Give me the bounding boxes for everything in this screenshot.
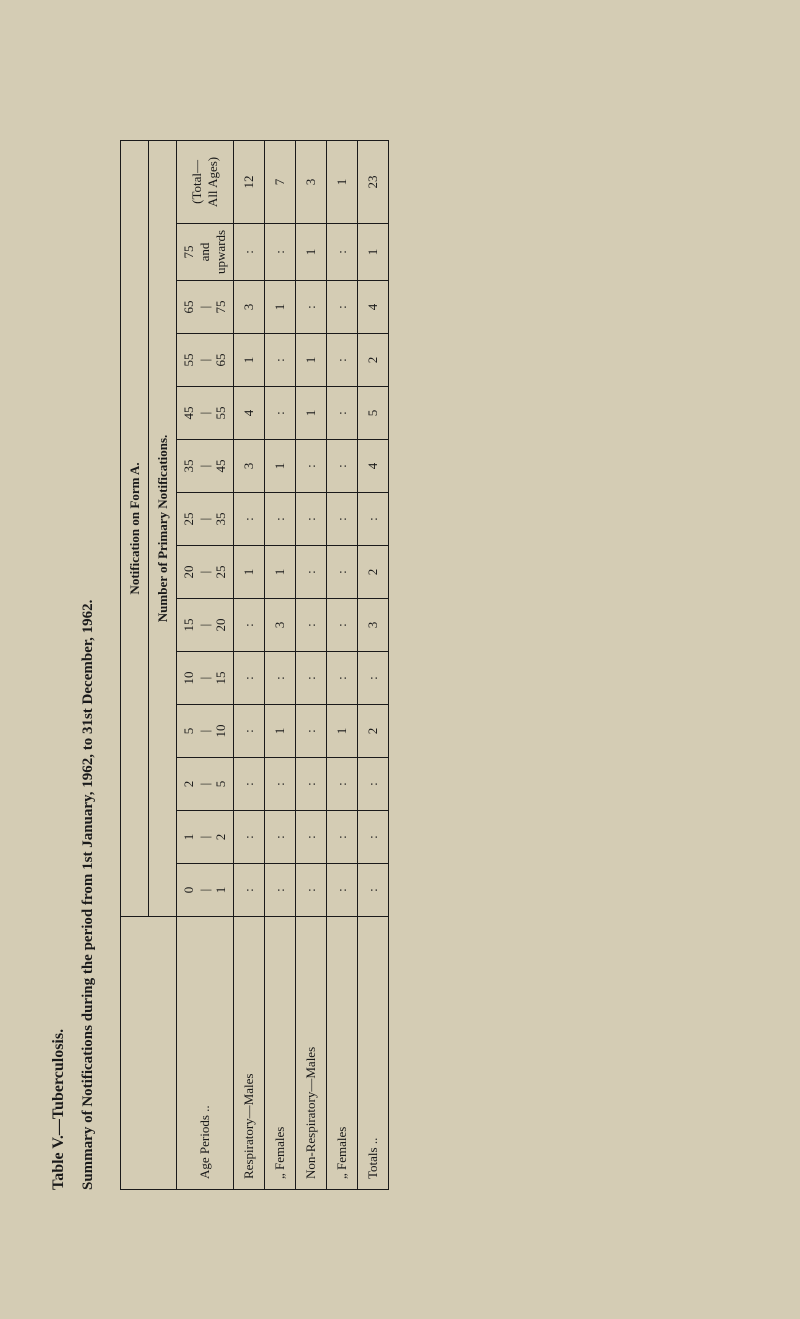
age-col: 65|75 xyxy=(177,280,234,333)
table-title: Table V.—Tuberculosis. xyxy=(50,1028,68,1189)
table-subtitle: Summary of Notifications during the peri… xyxy=(80,190,97,1190)
age-col: 20|25 xyxy=(177,545,234,598)
form-header-cell: Notification on Form A. xyxy=(121,140,149,916)
age-col: 45|55 xyxy=(177,386,234,439)
age-col: 15|20 xyxy=(177,598,234,651)
table-row: „ Females :::1::::::::: 1 xyxy=(327,140,358,1189)
age-col: 25|35 xyxy=(177,492,234,545)
age-col: 5|10 xyxy=(177,704,234,757)
age-col: 10|15 xyxy=(177,651,234,704)
age-col: 0|1 xyxy=(177,863,234,916)
age-col: 1|2 xyxy=(177,810,234,863)
primary-header-cell: Number of Primary Notifications. xyxy=(149,140,177,916)
upwards-col: 75andupwards xyxy=(177,223,234,280)
table-row: „ Females :::1:31:1::1: 7 xyxy=(265,140,296,1189)
total-col-header: (Total—All Ages) xyxy=(177,140,234,223)
age-periods-row: Age Periods .. 0|1 1|2 2|5 5|10 10|15 15… xyxy=(177,140,234,1189)
table-row: Non-Respiratory—Males :::::::::11:1 3 xyxy=(296,140,327,1189)
age-col: 2|5 xyxy=(177,757,234,810)
totals-label: Totals .. xyxy=(358,916,389,1189)
totals-row: Totals .. :::2:32:45241 23 xyxy=(358,140,389,1189)
age-col: 35|45 xyxy=(177,439,234,492)
age-col: 55|65 xyxy=(177,333,234,386)
tuberculosis-table: Notification on Form A. Number of Primar… xyxy=(120,139,389,1189)
age-periods-label: Age Periods .. xyxy=(177,916,234,1189)
table-row: Respiratory—Males ::::::1:3413: 12 xyxy=(234,140,265,1189)
